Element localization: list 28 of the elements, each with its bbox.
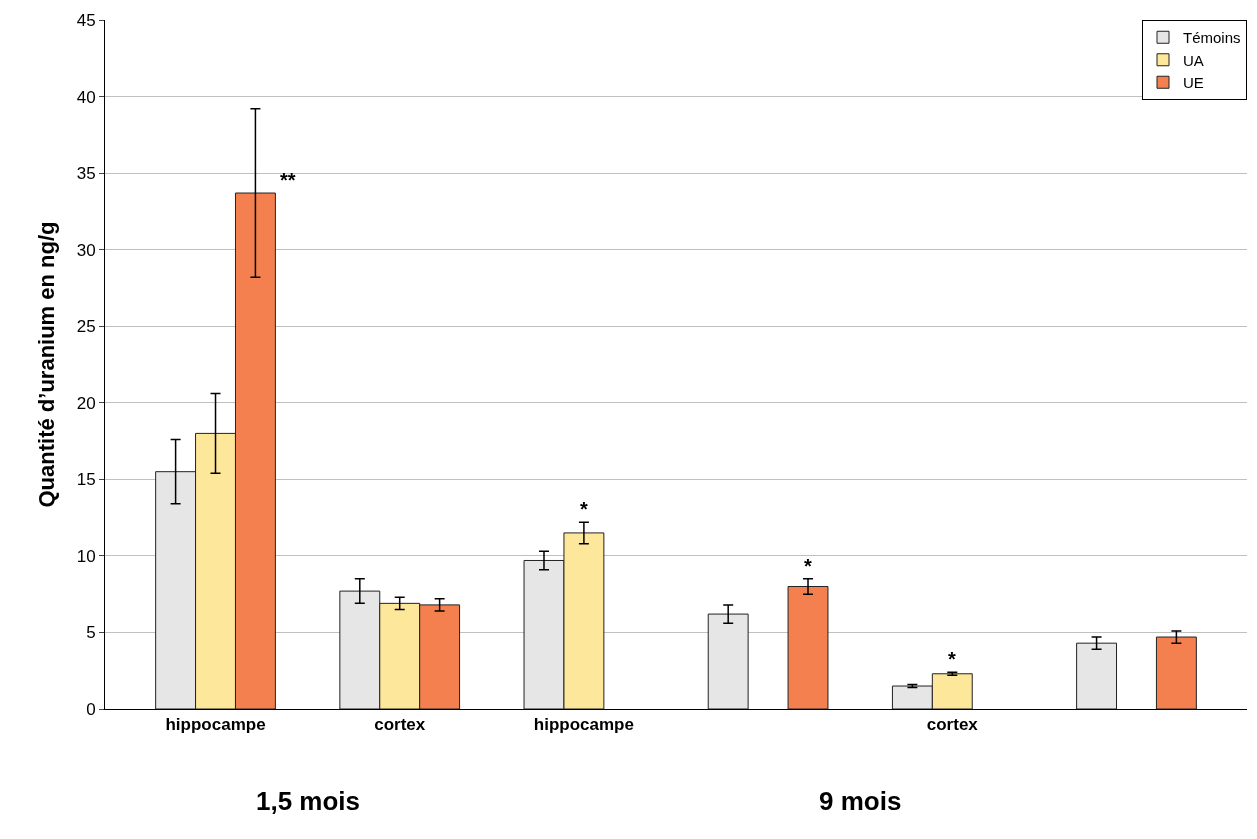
data-label: * — [804, 555, 812, 577]
legend-label: UA — [1183, 51, 1204, 69]
y-axis-title: Quantité d’uranium en ng/g — [34, 221, 60, 508]
y-tick-label: 35 — [76, 164, 96, 184]
y-tick-label: 20 — [76, 393, 96, 413]
y-tick-label: 0 — [86, 699, 96, 719]
y-tick-label: 30 — [76, 240, 96, 260]
legend-label: UE — [1183, 74, 1204, 92]
data-label: * — [948, 648, 956, 670]
text: 1,5 mois — [256, 786, 361, 816]
x-tick-label: cortex — [926, 715, 979, 735]
bar — [707, 613, 749, 709]
bar — [1076, 642, 1118, 709]
y-tick-label: 40 — [76, 87, 96, 107]
y-tick-label: 10 — [76, 546, 96, 566]
legend-label: Témoins — [1183, 29, 1241, 47]
bar — [1155, 636, 1197, 709]
x-tick-label: hippocampe — [165, 715, 266, 735]
x-tick-label: hippocampe — [533, 715, 634, 735]
data-label: * — [580, 498, 588, 520]
x-tick-label: cortex — [374, 715, 426, 735]
data-label: ** — [280, 169, 296, 191]
bar — [787, 586, 829, 709]
y-tick-label: 25 — [76, 317, 96, 337]
y-tick-label: 5 — [86, 623, 96, 643]
y-tick-label: 15 — [76, 470, 96, 490]
y-tick-label: 45 — [76, 10, 96, 30]
text: 9 mois — [819, 786, 902, 816]
